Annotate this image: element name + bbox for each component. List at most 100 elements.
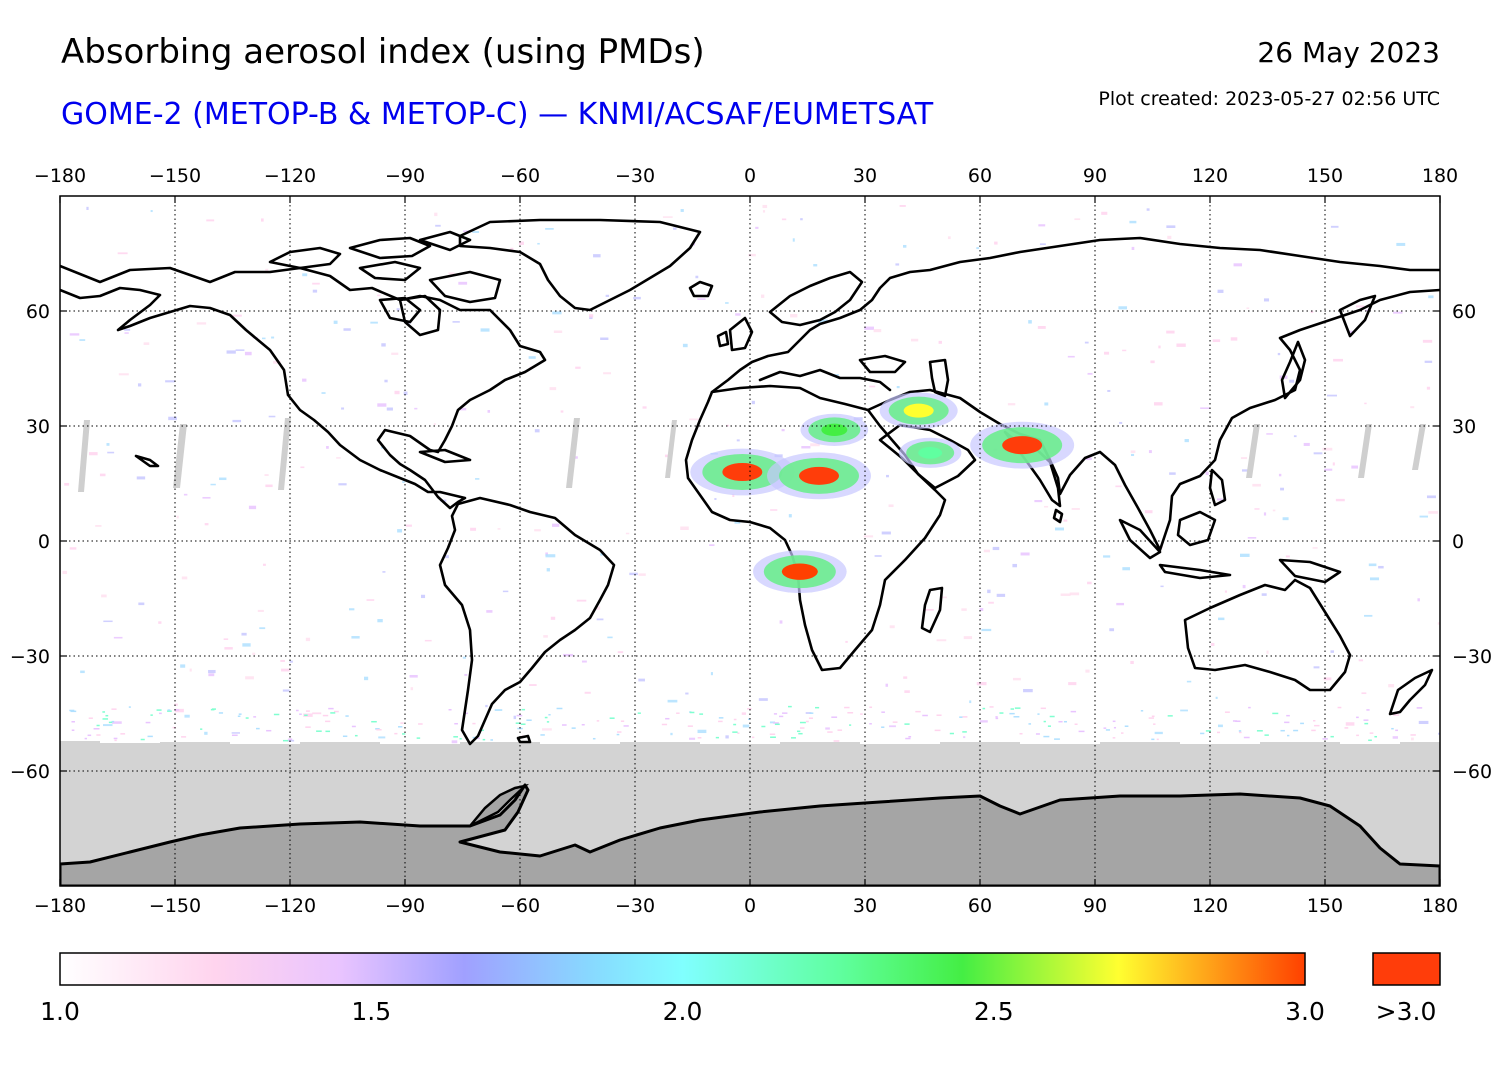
lon-tick-label-top: −150 xyxy=(149,165,201,187)
speckle xyxy=(540,734,545,736)
greenland-coast xyxy=(458,218,702,312)
speckle xyxy=(262,563,266,566)
lon-tick-label-top: 30 xyxy=(853,165,877,187)
speckle xyxy=(542,728,552,731)
speckle xyxy=(96,734,101,736)
speckle xyxy=(136,476,146,480)
speckle xyxy=(244,351,252,356)
speckle xyxy=(988,601,994,604)
lon-tick-label-bottom: −150 xyxy=(149,895,201,917)
axis-tick-labels: −180 −180 −150 −150 −120 −120 −90 −90 −60 −60 −30 −… xyxy=(10,165,1492,917)
speckle xyxy=(1247,537,1257,539)
speckle xyxy=(268,415,276,418)
speckle xyxy=(302,378,307,382)
speckle xyxy=(1116,602,1125,606)
speckle xyxy=(1230,337,1238,341)
speckle xyxy=(779,715,784,718)
speckle xyxy=(1263,298,1270,302)
speckle xyxy=(1241,469,1251,472)
colorbar-overflow-label: >3.0 xyxy=(1376,997,1437,1026)
speckle xyxy=(741,712,746,715)
speckle xyxy=(494,709,503,711)
speckle xyxy=(983,549,990,553)
speckle xyxy=(333,710,339,713)
speckle xyxy=(809,712,814,714)
speckle xyxy=(1417,598,1420,602)
lon-tick-label-bottom: −30 xyxy=(615,895,655,917)
speckle xyxy=(1054,738,1060,740)
speckle xyxy=(1124,725,1129,727)
speckle xyxy=(1205,730,1211,732)
speckle xyxy=(863,535,874,538)
speckle xyxy=(252,652,256,655)
speckle xyxy=(351,636,360,639)
hotspot-core xyxy=(799,466,839,485)
speckle xyxy=(1368,563,1377,567)
speckle xyxy=(218,712,224,714)
speckle xyxy=(167,710,172,712)
speckle xyxy=(673,227,677,230)
speckle xyxy=(1055,527,1064,531)
speckle xyxy=(733,723,737,726)
lat-tick-label-right: 0 xyxy=(1452,531,1464,553)
speckle xyxy=(561,724,567,726)
speckle xyxy=(1148,450,1152,454)
speckle xyxy=(1280,487,1284,491)
speckle xyxy=(573,456,578,459)
speckle xyxy=(458,281,468,285)
speckle xyxy=(363,676,369,681)
speckle xyxy=(1217,289,1224,293)
speckle xyxy=(895,263,900,266)
speckle xyxy=(69,547,77,550)
lon-tick-label-top: −180 xyxy=(34,165,86,187)
speckle xyxy=(726,424,730,427)
speckle xyxy=(796,730,801,733)
speckle xyxy=(266,729,272,732)
speckle xyxy=(1104,351,1110,355)
speckle xyxy=(633,296,641,300)
speckle xyxy=(1047,725,1051,727)
speckle xyxy=(617,651,624,654)
speckle xyxy=(1396,242,1406,246)
speckle xyxy=(798,732,803,735)
speckle xyxy=(1335,498,1345,502)
orbit-gaps xyxy=(78,418,1426,492)
speckle xyxy=(922,714,928,717)
speckle xyxy=(69,709,75,712)
speckle xyxy=(370,321,378,324)
speckle xyxy=(1037,713,1040,715)
speckle xyxy=(237,715,241,717)
speckle xyxy=(1411,737,1414,741)
speckle xyxy=(605,294,610,297)
speckle xyxy=(550,616,556,620)
speckle xyxy=(1140,710,1144,712)
lon-tick-label-bottom: 0 xyxy=(744,895,756,917)
speckle xyxy=(472,722,476,725)
speckle xyxy=(210,708,215,711)
speckle xyxy=(1063,519,1068,522)
speckle xyxy=(1167,715,1173,717)
speckle xyxy=(864,326,874,330)
speckle xyxy=(1311,729,1316,732)
speckle xyxy=(62,570,68,575)
speckle xyxy=(1277,352,1281,356)
speckle xyxy=(261,218,264,222)
speckle xyxy=(947,236,951,240)
speckle xyxy=(1356,716,1359,719)
speckle xyxy=(1314,724,1320,727)
speckle xyxy=(470,527,477,531)
speckle xyxy=(732,494,735,497)
speckle xyxy=(1242,584,1246,589)
speckle xyxy=(976,247,980,250)
speckle xyxy=(377,403,387,407)
speckle xyxy=(962,731,967,733)
speckle xyxy=(1012,677,1021,681)
new-guinea xyxy=(1278,558,1342,584)
speckle xyxy=(1217,498,1223,501)
speckle xyxy=(1293,729,1299,732)
sri-lanka xyxy=(1052,508,1064,524)
speckle xyxy=(80,670,85,674)
scandinavia-coast xyxy=(768,270,864,327)
speckle xyxy=(1129,220,1137,224)
colorbar-tick-label: 1.5 xyxy=(351,997,391,1026)
